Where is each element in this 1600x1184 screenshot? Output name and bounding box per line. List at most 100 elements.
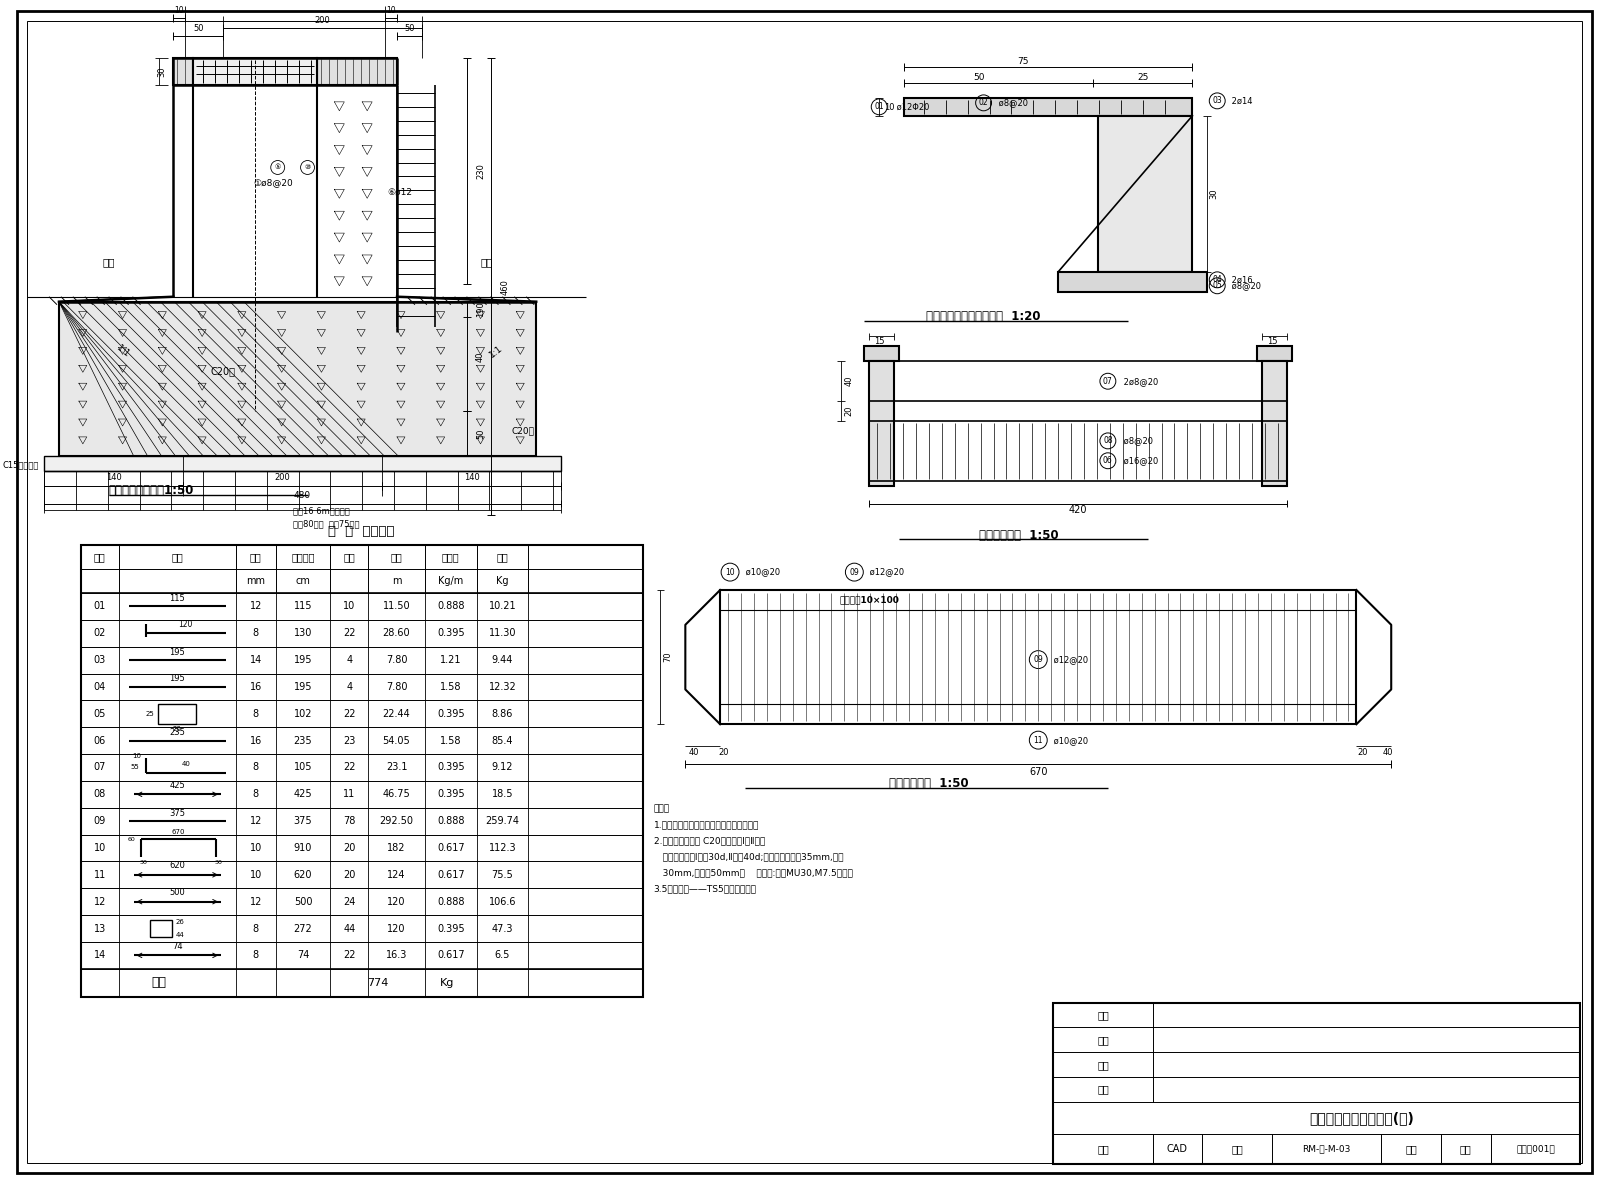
Text: 120: 120 bbox=[387, 896, 406, 907]
Text: 670: 670 bbox=[171, 829, 186, 835]
Text: 比例: 比例 bbox=[1405, 1144, 1418, 1153]
Text: 08: 08 bbox=[94, 790, 106, 799]
Bar bbox=[82, 969, 643, 997]
Text: 2ø14: 2ø14 bbox=[1229, 96, 1253, 105]
Text: ø8@20: ø8@20 bbox=[995, 98, 1027, 108]
Text: 11: 11 bbox=[1034, 735, 1043, 745]
Text: 124: 124 bbox=[387, 870, 406, 880]
Bar bbox=[82, 674, 643, 701]
Text: 2.混凝土强度等级 C20，钢筋为Ⅰ、Ⅱ级；: 2.混凝土强度等级 C20，钢筋为Ⅰ、Ⅱ级； bbox=[653, 837, 765, 845]
Text: 480: 480 bbox=[294, 491, 310, 500]
Text: 20: 20 bbox=[718, 747, 730, 757]
Text: 4: 4 bbox=[346, 682, 352, 691]
Text: 0.395: 0.395 bbox=[437, 709, 464, 719]
Bar bbox=[1058, 272, 1208, 291]
Text: 05: 05 bbox=[1213, 282, 1222, 290]
Text: 375: 375 bbox=[170, 809, 186, 818]
Text: ø12Φ20: ø12Φ20 bbox=[894, 102, 930, 111]
Text: 20: 20 bbox=[342, 843, 355, 852]
Bar bbox=[904, 98, 1192, 116]
Text: 说明：: 说明： bbox=[653, 805, 670, 813]
Bar bbox=[82, 620, 643, 646]
Text: 200: 200 bbox=[315, 15, 330, 25]
Text: 22: 22 bbox=[342, 709, 355, 719]
Text: 11: 11 bbox=[342, 790, 355, 799]
Text: 30mm,底板为50mm；    混砌砖:砖砌MU30,M7.5砂浆；: 30mm,底板为50mm； 混砌砖:砖砌MU30,M7.5砂浆； bbox=[653, 868, 853, 877]
Text: 12: 12 bbox=[93, 896, 106, 907]
Text: 10: 10 bbox=[94, 843, 106, 852]
Text: 设计: 设计 bbox=[1098, 1085, 1109, 1094]
Text: 20: 20 bbox=[1357, 747, 1368, 757]
Text: 272: 272 bbox=[294, 924, 312, 933]
Bar bbox=[82, 781, 643, 807]
Text: ⑤: ⑤ bbox=[275, 165, 282, 170]
Text: 774: 774 bbox=[366, 978, 389, 987]
Text: 30: 30 bbox=[1210, 188, 1219, 199]
Text: 14: 14 bbox=[94, 951, 106, 960]
Text: 10: 10 bbox=[342, 601, 355, 611]
Text: 06: 06 bbox=[1102, 456, 1112, 465]
Bar bbox=[194, 58, 317, 85]
Bar bbox=[82, 807, 643, 835]
Bar bbox=[82, 754, 643, 781]
Text: 28.60: 28.60 bbox=[382, 629, 410, 638]
Bar bbox=[82, 862, 643, 888]
Text: 15: 15 bbox=[1267, 337, 1277, 346]
Text: 7.80: 7.80 bbox=[386, 682, 408, 691]
Text: 8: 8 bbox=[253, 709, 259, 719]
Text: ⑩: ⑩ bbox=[304, 165, 310, 170]
Text: 核核: 核核 bbox=[1098, 1060, 1109, 1069]
Text: 3.5吨启闭机——TS5型三人手摇式: 3.5吨启闭机——TS5型三人手摇式 bbox=[653, 884, 757, 893]
Text: 13: 13 bbox=[94, 924, 106, 933]
Text: C20砼: C20砼 bbox=[211, 366, 235, 377]
Text: 07: 07 bbox=[93, 762, 106, 772]
Text: 01: 01 bbox=[94, 601, 106, 611]
Text: ø10@20: ø10@20 bbox=[1051, 735, 1088, 745]
Text: 60: 60 bbox=[128, 837, 136, 842]
Text: 8: 8 bbox=[253, 924, 259, 933]
Text: 09: 09 bbox=[94, 816, 106, 826]
Text: m: m bbox=[392, 577, 402, 586]
Text: 292.50: 292.50 bbox=[379, 816, 413, 826]
Text: 1.58: 1.58 bbox=[440, 735, 461, 746]
Text: 0.395: 0.395 bbox=[437, 629, 464, 638]
Text: 235: 235 bbox=[170, 728, 186, 738]
Text: 620: 620 bbox=[170, 862, 186, 870]
Text: 620: 620 bbox=[294, 870, 312, 880]
Bar bbox=[82, 546, 643, 593]
Bar bbox=[158, 703, 197, 723]
Bar bbox=[82, 727, 643, 754]
Text: 填土: 填土 bbox=[480, 257, 493, 266]
Text: 500: 500 bbox=[294, 896, 312, 907]
Text: 编号: 编号 bbox=[94, 552, 106, 562]
Text: 0.617: 0.617 bbox=[437, 951, 464, 960]
Text: 1.58: 1.58 bbox=[440, 682, 461, 691]
Text: 195: 195 bbox=[170, 675, 186, 683]
Text: 195: 195 bbox=[294, 682, 312, 691]
Text: 05: 05 bbox=[93, 709, 106, 719]
Text: 25: 25 bbox=[146, 710, 155, 716]
Text: 12: 12 bbox=[250, 816, 262, 826]
Text: 44: 44 bbox=[342, 924, 355, 933]
Bar bbox=[82, 546, 643, 997]
Bar bbox=[59, 302, 536, 456]
Text: 小计: 小计 bbox=[150, 977, 166, 989]
Text: 106.6: 106.6 bbox=[488, 896, 517, 907]
Text: 26: 26 bbox=[176, 919, 184, 925]
Text: 70: 70 bbox=[662, 651, 672, 662]
Text: 根数: 根数 bbox=[344, 552, 355, 562]
Text: 总长: 总长 bbox=[390, 552, 402, 562]
Text: 07: 07 bbox=[1102, 377, 1112, 386]
Text: 30: 30 bbox=[214, 861, 222, 866]
Text: 9.12: 9.12 bbox=[491, 762, 514, 772]
Text: Kg: Kg bbox=[440, 978, 454, 987]
Bar bbox=[869, 361, 1286, 401]
Text: 审查: 审查 bbox=[1098, 1035, 1109, 1045]
Text: 0.888: 0.888 bbox=[437, 601, 464, 611]
Text: 8: 8 bbox=[253, 790, 259, 799]
Text: 6.5: 6.5 bbox=[494, 951, 510, 960]
Text: 08: 08 bbox=[1102, 437, 1112, 445]
Text: 1:1: 1:1 bbox=[488, 343, 506, 360]
Bar bbox=[82, 915, 643, 942]
Text: 22: 22 bbox=[342, 629, 355, 638]
